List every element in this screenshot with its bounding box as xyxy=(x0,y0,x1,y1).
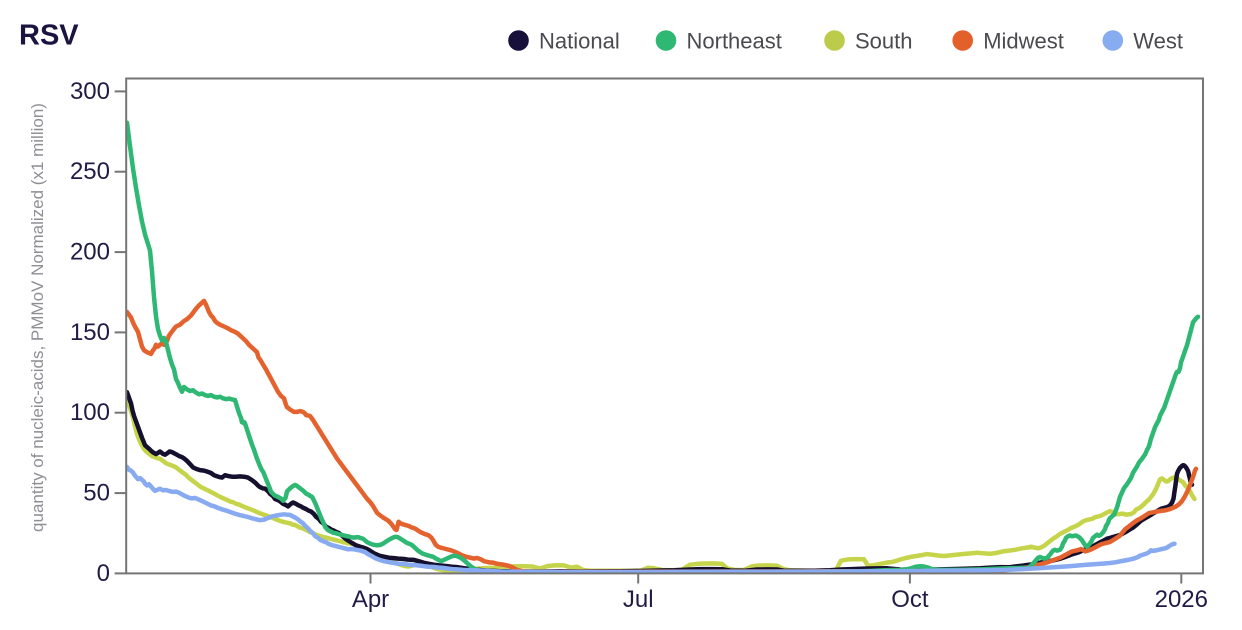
svg-text:RSV: RSV xyxy=(19,20,79,52)
svg-text:2026: 2026 xyxy=(1155,586,1208,613)
svg-text:West: West xyxy=(1133,28,1183,53)
svg-text:200: 200 xyxy=(70,239,110,266)
svg-text:quantity of nucleic-acids, PMM: quantity of nucleic-acids, PMMoV Normali… xyxy=(28,103,47,532)
svg-text:Midwest: Midwest xyxy=(983,28,1064,53)
svg-text:National: National xyxy=(539,28,620,53)
svg-text:0: 0 xyxy=(97,560,110,587)
svg-text:100: 100 xyxy=(70,399,110,426)
svg-text:250: 250 xyxy=(70,158,110,185)
svg-text:Apr: Apr xyxy=(352,586,389,613)
svg-text:Northeast: Northeast xyxy=(687,28,782,53)
svg-text:150: 150 xyxy=(70,319,110,346)
svg-text:Oct: Oct xyxy=(891,586,929,613)
svg-text:300: 300 xyxy=(70,78,110,105)
svg-text:South: South xyxy=(855,28,913,53)
svg-text:Jul: Jul xyxy=(623,586,654,613)
svg-text:50: 50 xyxy=(83,480,110,507)
